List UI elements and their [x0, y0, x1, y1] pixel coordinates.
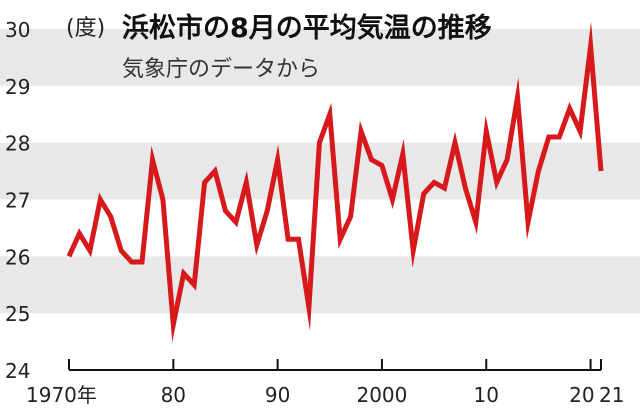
grid-band	[0, 29, 640, 86]
series-layer	[66, 21, 604, 343]
x-axis: 1970年 80 90 2000 10 20 21	[26, 359, 624, 407]
y-tick-label: 29	[5, 75, 30, 99]
y-tick-label: 30	[5, 18, 30, 42]
x-tick-label: 21	[599, 383, 624, 407]
x-tick-label: 1970年	[26, 383, 97, 407]
chart-subtitle: 気象庁のデータから	[122, 57, 320, 82]
temperature-line	[66, 21, 604, 343]
chart-title: 浜松市の8月の平均気温の推移	[122, 12, 492, 44]
y-tick-label: 25	[5, 302, 30, 326]
x-tick-label: 80	[161, 383, 186, 407]
grid-band	[0, 256, 640, 314]
y-tick-label: 26	[5, 245, 30, 269]
y-axis-unit: (度)	[66, 16, 105, 41]
x-tick-label: 20	[569, 383, 594, 407]
x-tick-label: 90	[265, 383, 290, 407]
x-tick-label: 2000	[356, 383, 407, 407]
x-tick-label: 10	[474, 383, 499, 407]
y-tick-label: 28	[5, 132, 30, 156]
y-tick-label: 27	[5, 189, 30, 213]
y-tick-label: 24	[5, 359, 30, 383]
y-tick-labels: 24 25 26 27 28 29 30	[5, 18, 30, 383]
